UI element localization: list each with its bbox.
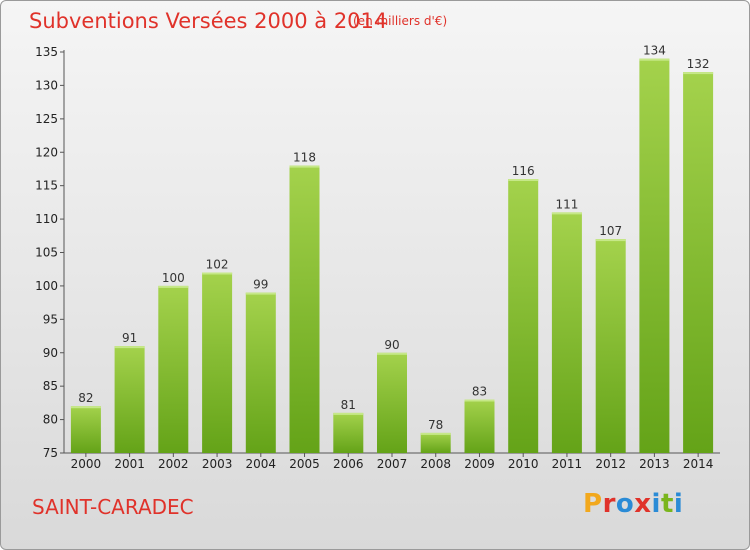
bar-top-highlight xyxy=(464,399,495,402)
x-tick-label: 2005 xyxy=(289,457,320,471)
bar-2008 xyxy=(420,432,451,453)
bar-value-label: 134 xyxy=(643,44,666,58)
bar-2009 xyxy=(464,399,495,453)
y-tick-label: 130 xyxy=(35,78,58,92)
bar-value-label: 118 xyxy=(293,151,316,165)
x-tick-label: 2007 xyxy=(377,457,408,471)
y-tick-label: 95 xyxy=(43,312,58,326)
bar-2004 xyxy=(245,292,276,453)
bar-top-highlight xyxy=(333,412,364,415)
x-tick-label: 2001 xyxy=(114,457,145,471)
bar-2010 xyxy=(508,179,539,453)
y-tick-label: 115 xyxy=(35,179,58,193)
x-tick-label: 2003 xyxy=(202,457,233,471)
bar-value-label: 81 xyxy=(341,398,356,412)
bar-top-highlight xyxy=(245,292,276,295)
y-tick-label: 110 xyxy=(35,212,58,226)
x-tick-label: 2004 xyxy=(246,457,277,471)
bar-value-label: 116 xyxy=(512,164,535,178)
bar-2013 xyxy=(639,58,670,453)
y-tick-label: 75 xyxy=(43,446,58,460)
x-tick-label: 2012 xyxy=(595,457,626,471)
bar-top-highlight xyxy=(420,432,451,435)
logo-letter: i xyxy=(673,489,684,519)
bar-top-highlight xyxy=(158,285,189,288)
bar-top-highlight xyxy=(551,212,582,215)
chart-title: Subventions Versées 2000 à 2014 xyxy=(29,9,388,33)
y-tick-label: 125 xyxy=(35,112,58,126)
bar-2002 xyxy=(158,285,189,453)
logo-letter: o xyxy=(615,489,635,519)
bar-top-highlight xyxy=(683,72,714,75)
bar-value-label: 82 xyxy=(78,391,93,405)
y-tick-label: 90 xyxy=(43,346,58,360)
bar-value-label: 83 xyxy=(472,385,487,399)
place-name: SAINT-CARADEC xyxy=(32,495,194,519)
bar-2007 xyxy=(377,352,407,454)
chart-unit: (en milliers d'€) xyxy=(353,14,448,28)
x-tick-label: 2006 xyxy=(333,457,364,471)
bar-value-label: 90 xyxy=(384,338,399,352)
bar-2011 xyxy=(551,212,582,453)
bar-top-highlight xyxy=(202,272,233,275)
bar-2001 xyxy=(114,346,145,453)
bar-2003 xyxy=(202,272,233,453)
x-tick-label: 2010 xyxy=(508,457,539,471)
bar-value-label: 102 xyxy=(206,258,229,272)
y-tick-label: 135 xyxy=(35,45,58,59)
bar-value-label: 78 xyxy=(428,418,443,432)
y-tick-label: 105 xyxy=(35,246,58,260)
bar-top-highlight xyxy=(289,165,320,168)
bar-2006 xyxy=(333,412,364,453)
logo-letter: t xyxy=(660,489,674,519)
y-tick-label: 100 xyxy=(35,279,58,293)
y-tick-label: 85 xyxy=(43,379,58,393)
bar-top-highlight xyxy=(70,406,101,409)
x-tick-label: 2009 xyxy=(464,457,495,471)
x-tick-label: 2013 xyxy=(639,457,670,471)
bar-top-highlight xyxy=(595,239,626,242)
bar-top-highlight xyxy=(508,179,539,181)
x-tick-label: 2000 xyxy=(71,457,102,471)
x-tick-label: 2014 xyxy=(683,457,714,471)
y-tick-label: 120 xyxy=(35,145,58,159)
bar-2014 xyxy=(683,72,714,453)
logo-letter: x xyxy=(634,489,652,519)
bar-value-label: 99 xyxy=(253,278,268,292)
bar-top-highlight xyxy=(114,346,145,349)
logo-letter: i xyxy=(651,489,661,519)
proxiti-logo[interactable]: Proxiti xyxy=(583,489,683,519)
bar-top-highlight xyxy=(377,352,407,355)
bar-2005 xyxy=(289,165,320,453)
bar-2000 xyxy=(70,406,101,453)
bar-value-label: 111 xyxy=(555,197,578,211)
bar-2012 xyxy=(595,239,626,453)
y-tick-label: 80 xyxy=(43,413,58,427)
logo-letter: P xyxy=(583,489,603,519)
bar-value-label: 100 xyxy=(162,271,185,285)
bar-top-highlight xyxy=(639,58,670,61)
bar-value-label: 132 xyxy=(687,57,710,71)
bar-value-label: 91 xyxy=(122,331,137,345)
logo-letter: r xyxy=(602,489,616,519)
bar-value-label: 107 xyxy=(599,224,622,238)
x-tick-label: 2008 xyxy=(420,457,451,471)
x-tick-label: 2011 xyxy=(552,457,583,471)
x-tick-label: 2002 xyxy=(158,457,189,471)
